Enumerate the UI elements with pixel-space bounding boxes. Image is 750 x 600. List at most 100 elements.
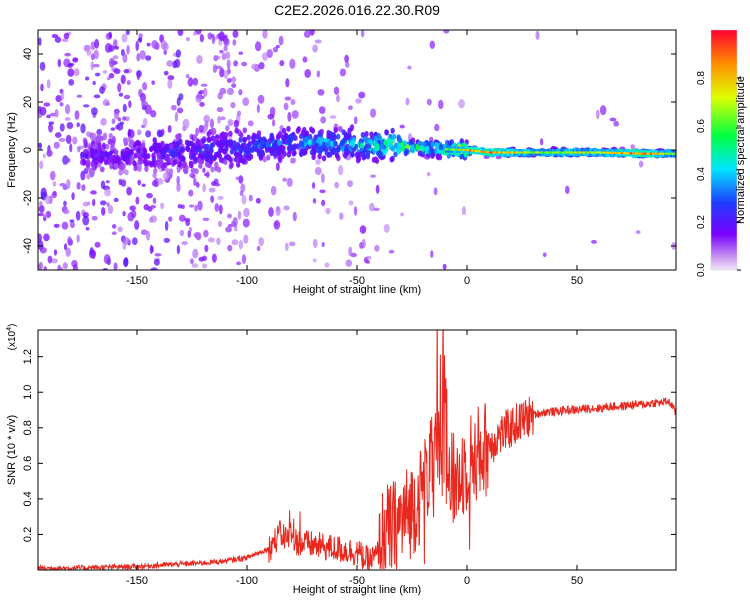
spectrogram-cell — [160, 140, 165, 147]
spectrogram-cell — [63, 200, 67, 207]
spectrogram-cell — [511, 153, 513, 156]
spectrogram-cell — [329, 115, 337, 119]
spectrogram-cell — [207, 162, 212, 169]
spectrogram-cell — [129, 148, 134, 155]
spectrogram-cell — [554, 153, 557, 156]
spectrogram-cell — [234, 151, 240, 158]
spectrogram-cell — [607, 153, 609, 156]
spectrogram-cell — [142, 117, 148, 128]
spectrogram-cell — [94, 38, 100, 49]
spectrogram-cell — [578, 149, 580, 152]
spectrogram-cell — [370, 108, 377, 118]
spectrogram-cell — [538, 153, 541, 156]
spectrogram-cell — [226, 87, 234, 96]
snr-x-tick-label: -100 — [236, 575, 258, 587]
spectrogram-cell — [365, 149, 371, 156]
spectrogram-cell — [495, 149, 497, 152]
spectrogram-cell — [333, 86, 340, 95]
spectrogram-cell — [670, 150, 673, 153]
spectrogram-cell — [567, 149, 570, 152]
spectrogram-cell — [177, 204, 183, 209]
spectrogram-cell — [644, 152, 646, 155]
spectrogram-cell — [102, 132, 108, 139]
snr-y-multiplier-prefix: (x10 — [7, 330, 18, 350]
spectrogram-cell — [532, 149, 534, 152]
spectrogram-cell — [239, 190, 244, 197]
spectrogram-cell — [488, 153, 491, 156]
spectrogram-cell — [387, 141, 393, 148]
spectrogram-cell — [607, 151, 609, 154]
spectrogram-cell — [326, 133, 331, 140]
spectrogram-cell — [550, 153, 553, 156]
spectrogram-cell — [565, 151, 567, 154]
spectrogram-cell — [113, 262, 118, 270]
spectrogram-cell — [120, 74, 126, 85]
spectrogram-cell — [438, 144, 443, 151]
spectrogram-cell — [606, 153, 608, 156]
spectrogram-cell — [493, 151, 496, 154]
spectrogram-cell — [118, 169, 123, 176]
spectrogram-cell — [641, 150, 644, 153]
spectrogram-cell — [508, 149, 510, 152]
spectrogram-cell — [463, 150, 465, 154]
spectrogram-cell — [512, 151, 514, 154]
spectrogram-cell — [507, 149, 509, 152]
spectrogram-cell — [586, 151, 588, 154]
spectrogram-cell — [596, 149, 599, 152]
spectrogram-cell — [176, 244, 181, 255]
spectrogram-cell — [194, 232, 202, 241]
spectrogram-cell — [236, 110, 242, 117]
spectrogram-cell — [637, 152, 640, 155]
chart-title: C2E2.2026.016.22.30.R09 — [274, 2, 440, 18]
spectrogram-cell — [475, 149, 477, 153]
spectrogram-cell — [201, 137, 206, 144]
spectrogram-cell — [668, 154, 670, 157]
spectrogram-cell — [369, 131, 374, 138]
spectrogram-cell — [522, 151, 525, 154]
spectrogram-cell — [65, 247, 71, 257]
spectrogram-cell — [501, 153, 504, 156]
spectrogram-cell — [559, 151, 562, 154]
spectrogram-cell — [92, 148, 98, 155]
spectrogram-cell — [140, 229, 148, 236]
spectrogram-cell — [390, 145, 396, 152]
spectrogram-cell — [360, 132, 366, 139]
spectrogram-cell — [350, 151, 355, 158]
spectrogram-cell — [563, 149, 566, 152]
spectrogram-cell — [673, 154, 675, 157]
spectrogram-cell — [123, 257, 129, 267]
spectrogram-cell — [467, 146, 469, 150]
spectrogram-cell — [96, 128, 103, 136]
spectrogram-cell — [590, 153, 592, 156]
spectrogram-cell — [590, 149, 592, 152]
spectrogram-cell — [545, 151, 547, 154]
spectrogram-cell — [143, 203, 150, 211]
spectrogram-cell — [584, 153, 587, 156]
spectrogram-cell — [261, 52, 269, 61]
spectrogram-cell — [571, 151, 574, 154]
spectrogram-cell — [164, 220, 169, 231]
spectrogram-cell — [228, 130, 233, 137]
spectrogram-cell — [39, 201, 43, 207]
spectrogram-cell — [321, 141, 327, 148]
spectrogram-cell — [216, 237, 221, 245]
spectrogram-cell — [530, 151, 533, 154]
spectrogram-cell — [672, 150, 674, 153]
spectrogram-cell — [178, 214, 186, 222]
spectrogram-cell — [241, 143, 246, 150]
spectrogram-cell — [186, 140, 191, 147]
spectrogram-cell — [661, 150, 663, 153]
spectrogram-cell — [309, 126, 314, 133]
spectrogram-cell — [236, 261, 242, 266]
spectrogram-cell — [303, 149, 308, 156]
spectrogram-cell — [142, 82, 148, 91]
spectrogram-cell — [496, 151, 498, 154]
spectrogram-cell — [312, 44, 318, 53]
spectrogram-cell — [81, 184, 86, 192]
spectrogram-cell — [483, 150, 485, 153]
spectrogram-cell — [578, 153, 580, 156]
spectrogram-cell — [200, 83, 208, 87]
spectrogram-cell — [321, 199, 326, 207]
spectrogram-cell — [516, 149, 518, 152]
spectrogram-cell — [644, 150, 646, 153]
